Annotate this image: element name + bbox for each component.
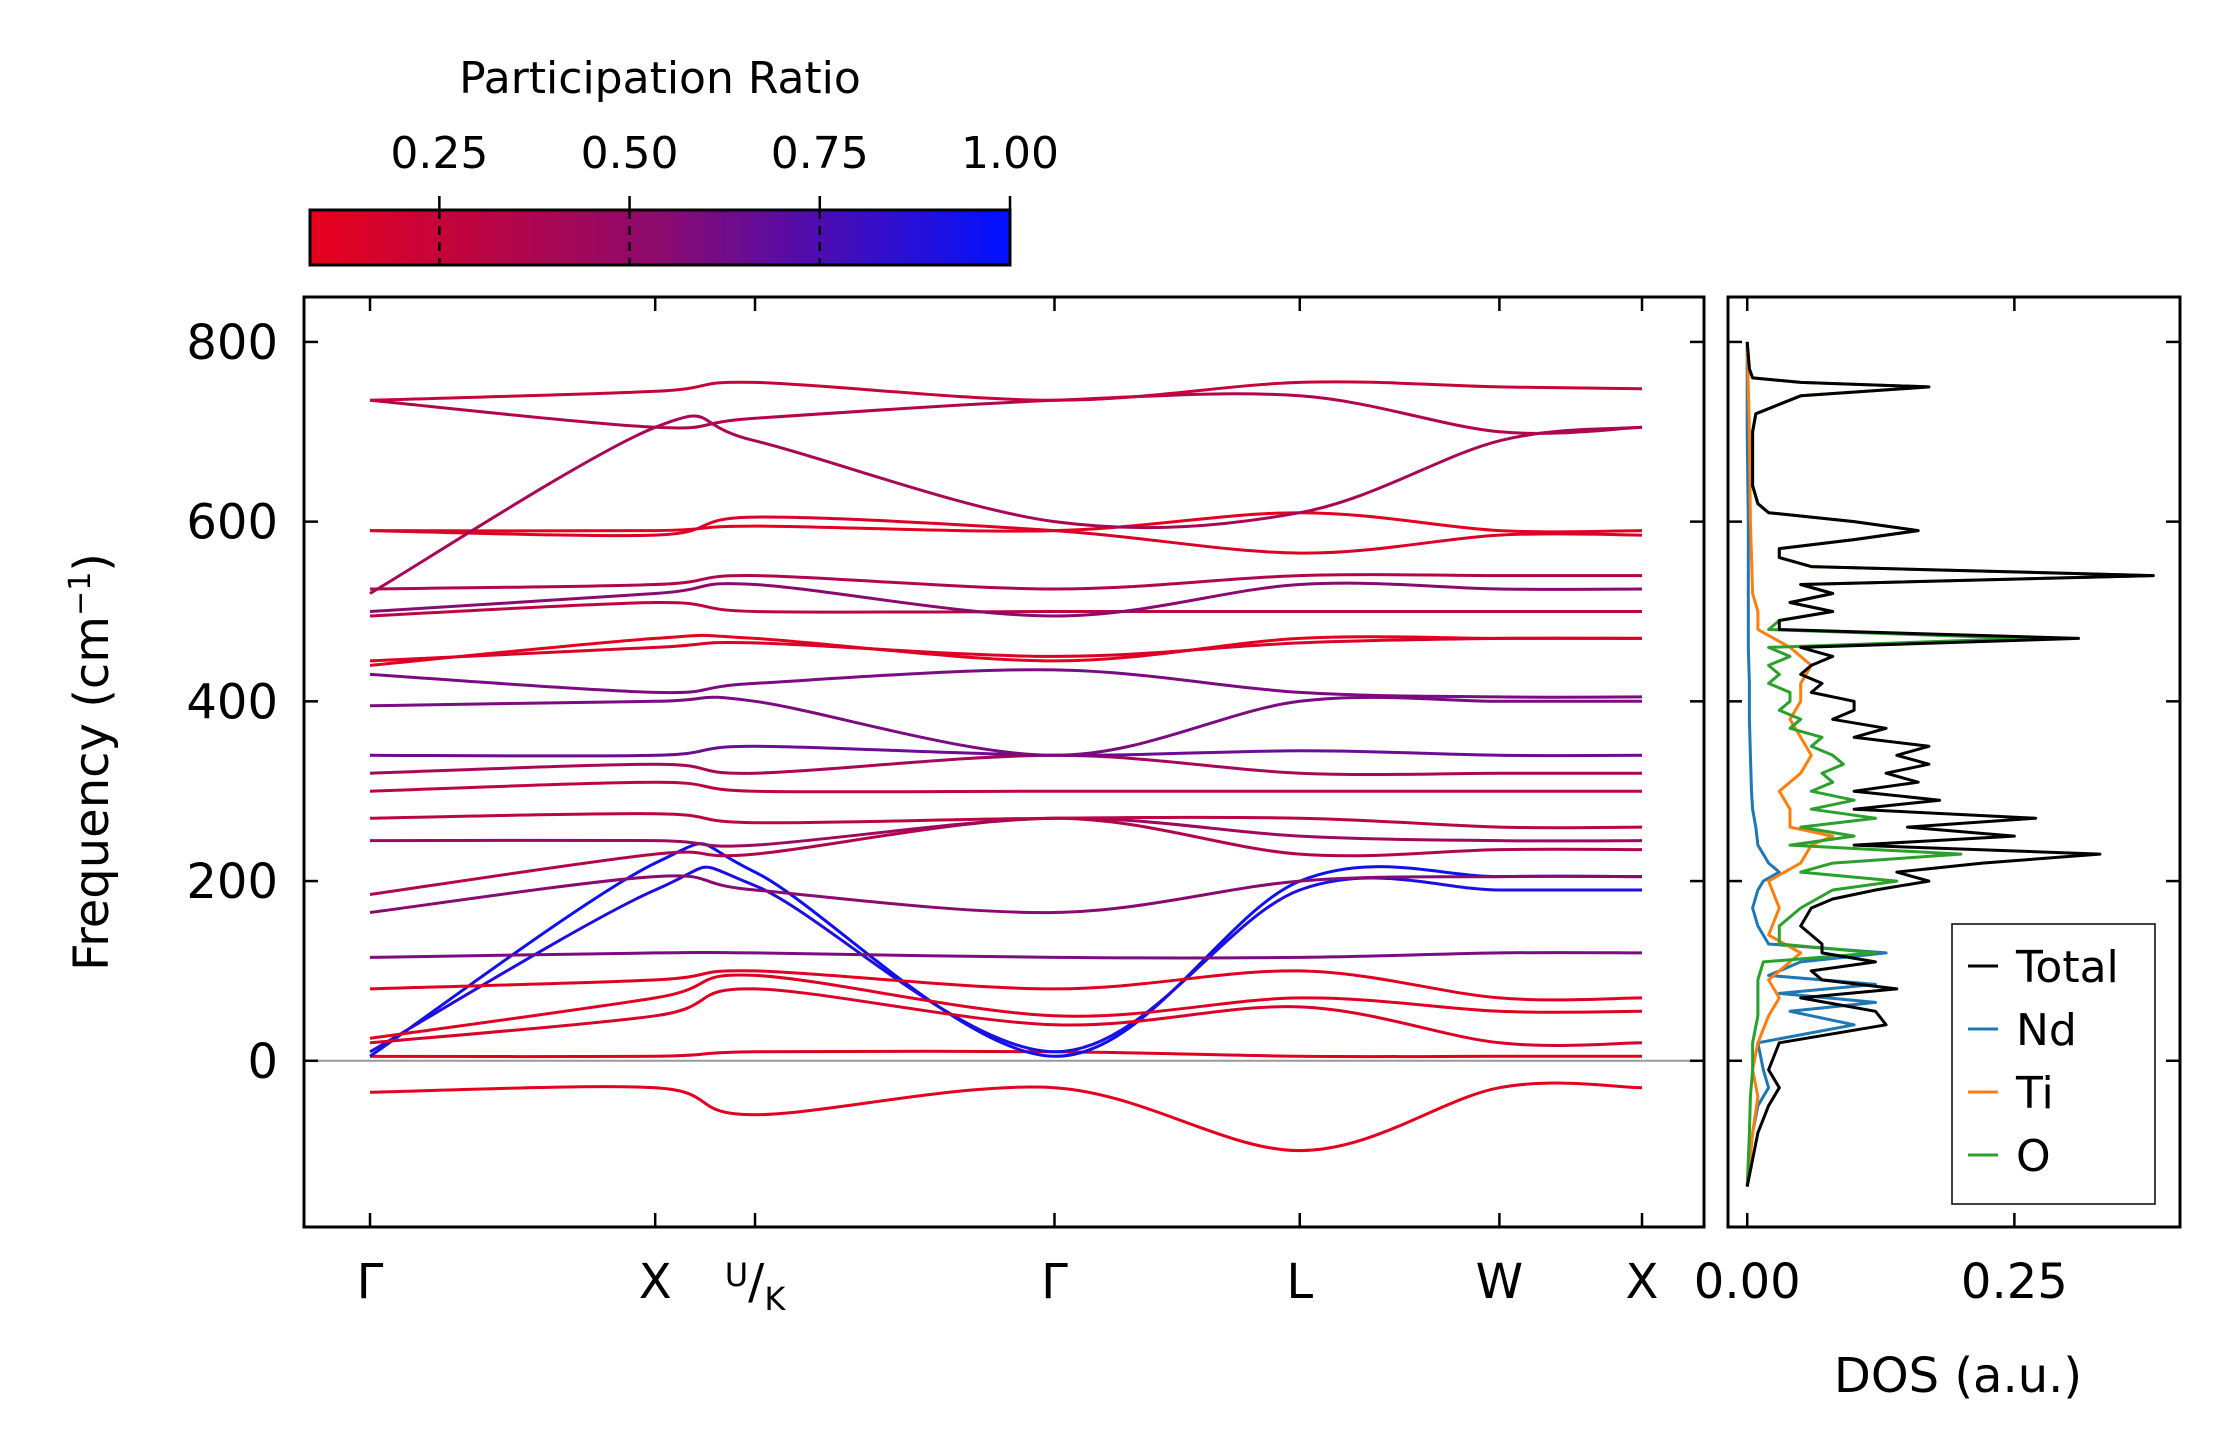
band-x-tick-label: Γ: [357, 1254, 384, 1310]
band-plot-frame: [302, 295, 1706, 1229]
colorbar-tick-label: 1.00: [961, 128, 1059, 179]
dos-panel: 0.00 0.25 DOS (a.u.) Total Nd Ti O: [1694, 295, 2182, 1404]
phonon-band: [369, 874, 1643, 915]
phonon-band: [369, 780, 1642, 794]
phonon-bands: [369, 380, 1643, 1153]
band-x-tick-label: X: [639, 1254, 672, 1310]
phonon-band: [369, 695, 1642, 757]
phonon-band: [369, 581, 1643, 618]
band-y-tick-label: 400: [186, 674, 278, 730]
band-y-tick-label: 200: [186, 854, 278, 910]
phonon-band: [369, 950, 1643, 960]
dos-curve-total: [1745, 341, 2155, 1187]
phonon-band: [369, 668, 1643, 699]
band-x-tick-label: L: [1286, 1254, 1313, 1310]
band-x-tick-label: Γ: [1041, 1254, 1068, 1310]
band-y-tick-label: 0: [247, 1034, 278, 1090]
dos-x-tick-label: 0.25: [1961, 1254, 2068, 1310]
phonon-band: [369, 1081, 1643, 1153]
colorbar-tick-label: 0.50: [581, 128, 679, 179]
colorbar-tick-label: 0.75: [771, 128, 869, 179]
phonon-band: [369, 812, 1643, 830]
dos-curve-nd: [1745, 341, 1888, 1187]
dos-curve-ti: [1745, 341, 1835, 1187]
dos-x-ticks: 0.00 0.25: [1694, 297, 2068, 1310]
phonon-band: [369, 969, 1643, 1002]
phonon-band: [369, 380, 1643, 402]
dos-x-axis-label: DOS (a.u.): [1834, 1348, 2082, 1404]
phonon-band: [369, 842, 1643, 1058]
legend-label-ti: Ti: [2015, 1068, 2054, 1119]
dos-curves: [1745, 341, 2155, 1187]
phonon-band: [369, 865, 1642, 1054]
phonon-band: [369, 573, 1642, 591]
legend-box: [1951, 923, 2156, 1205]
legend-label-total: Total: [2015, 942, 2119, 993]
colorbar-title: Participation Ratio: [459, 53, 861, 104]
phonon-band: [369, 636, 1643, 663]
band-y-tick-label: 800: [186, 315, 278, 371]
colorbar-tick-label: 0.25: [390, 128, 488, 179]
band-y-tick-label: 600: [186, 495, 278, 551]
colorbar-gradient: [308, 208, 1012, 267]
band-x-tick-label: U/K: [725, 1254, 787, 1318]
phonon-band: [369, 511, 1643, 534]
band-x-tick-label: W: [1476, 1254, 1523, 1310]
colorbar: Participation Ratio 0.25 0.50 0.75 1.00: [308, 53, 1059, 267]
dos-legend: Total Nd Ti O: [1951, 923, 2156, 1205]
band-x-tick-label: X: [1626, 1254, 1659, 1310]
phonon-band: [369, 515, 1643, 555]
legend-label-o: O: [2016, 1131, 2051, 1182]
band-x-ticks: Γ X U/K Γ L W X: [357, 297, 1659, 1318]
dos-y-ticks: [1728, 340, 2180, 1063]
band-y-axis-label: Frequency (cm−1): [63, 553, 120, 971]
legend-label-nd: Nd: [2016, 1005, 2077, 1056]
phonon-band: [369, 414, 1643, 595]
phonon-band: [369, 973, 1643, 1040]
band-structure-panel: 0 200 400 600 800 Γ X U/K Γ L W X Frequency (cm−1): [63, 295, 1706, 1318]
phonon-band: [369, 600, 1642, 618]
dos-x-tick-label: 0.00: [1694, 1254, 1801, 1310]
band-y-ticks: 0 200 400 600 800: [186, 315, 1704, 1090]
phonon-band: [369, 987, 1643, 1047]
